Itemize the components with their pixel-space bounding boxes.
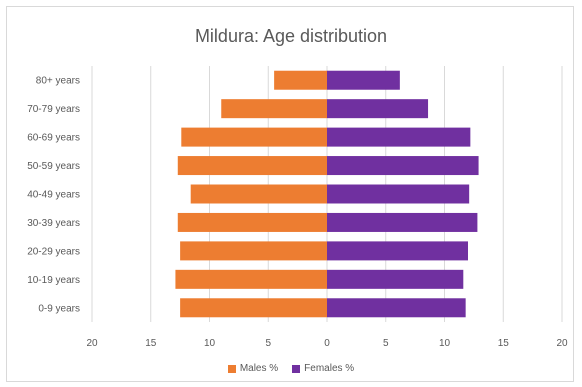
bar-males-2 — [181, 127, 327, 147]
x-tick-label-7: 15 — [498, 338, 510, 349]
bar-females-1 — [327, 99, 429, 119]
legend-label-females: Females % — [304, 363, 355, 374]
x-tick-label-0: 20 — [86, 338, 98, 349]
chart-title: Mildura: Age distribution — [194, 26, 388, 46]
legend-swatch-males — [227, 364, 236, 373]
category-label-0: 80+ years — [36, 76, 80, 87]
bar-males-4 — [190, 184, 327, 204]
bar-females-5 — [327, 212, 478, 232]
bar-males-7 — [175, 269, 327, 289]
bar-females-8 — [327, 298, 466, 318]
legend-label-males: Males % — [239, 363, 279, 374]
category-label-7: 10-19 years — [27, 275, 80, 286]
bar-females-0 — [327, 70, 400, 90]
category-label-2: 60-69 years — [27, 133, 80, 144]
legend-item-females: Females % — [292, 363, 354, 374]
bar-males-5 — [177, 212, 327, 232]
category-label-3: 50-59 years — [27, 161, 80, 172]
category-label-8: 0-9 years — [38, 303, 80, 314]
chart-legend: Males % Females % — [0, 363, 582, 374]
bar-females-6 — [327, 241, 468, 261]
legend-swatch-females — [292, 364, 301, 373]
x-tick-label-8: 20 — [556, 338, 568, 349]
legend-item-males: Males % — [227, 363, 279, 374]
x-tick-label-5: 5 — [383, 338, 389, 349]
x-tick-label-2: 10 — [204, 338, 216, 349]
category-label-6: 20-29 years — [27, 246, 80, 257]
x-tick-label-4: 0 — [324, 338, 330, 349]
bar-females-2 — [327, 127, 471, 147]
bar-females-7 — [327, 269, 464, 289]
x-tick-label-3: 5 — [265, 338, 271, 349]
x-tick-label-6: 10 — [439, 338, 451, 349]
x-tick-label-1: 15 — [145, 338, 157, 349]
bar-females-4 — [327, 184, 470, 204]
bar-females-3 — [327, 156, 479, 176]
bar-males-8 — [180, 298, 327, 318]
category-label-4: 40-49 years — [27, 190, 80, 201]
category-label-5: 30-39 years — [27, 218, 80, 229]
bar-males-6 — [180, 241, 327, 261]
bar-males-3 — [177, 156, 327, 176]
category-label-1: 70-79 years — [27, 104, 80, 115]
bar-males-0 — [274, 70, 327, 90]
bar-males-1 — [221, 99, 327, 119]
